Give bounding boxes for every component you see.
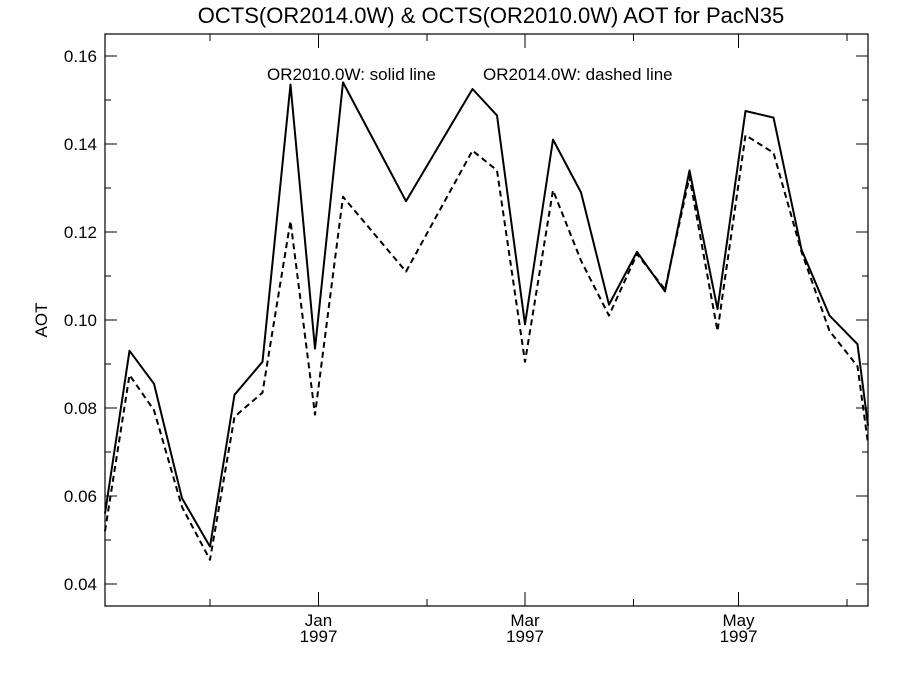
x-tick-label-month: Jan [305, 611, 332, 630]
y-tick-label: 0.16 [64, 47, 97, 66]
y-axis-label: AOT [32, 303, 51, 338]
series-layer [104, 81, 869, 561]
y-tick-label: 0.04 [64, 575, 97, 594]
y-tick-label: 0.14 [64, 135, 97, 154]
y-axis: 0.04 0.06 0.08 0.10 0.12 0.14 0.16 [64, 47, 868, 594]
x-tick-label-year: 1997 [720, 627, 758, 646]
chart-title: OCTS(OR2014.0W) & OCTS(OR2010.0W) AOT fo… [198, 3, 784, 28]
y-tick-label: 0.12 [64, 223, 97, 242]
x-tick-label-month: May [722, 611, 755, 630]
y-tick-label: 0.10 [64, 311, 97, 330]
series-line-or2010-0w [104, 81, 869, 548]
x-tick-label-month: Mar [510, 611, 540, 630]
y-tick-label: 0.08 [64, 399, 97, 418]
legend-annotation-solid: OR2010.0W: solid line [267, 65, 436, 84]
x-tick-label-year: 1997 [506, 627, 544, 646]
y-tick-label: 0.06 [64, 487, 97, 506]
legend-annotation-dashed: OR2014.0W: dashed line [483, 65, 673, 84]
series-line-or2014-0w [104, 134, 869, 561]
plot-frame [104, 33, 869, 607]
x-tick-label-year: 1997 [300, 627, 338, 646]
